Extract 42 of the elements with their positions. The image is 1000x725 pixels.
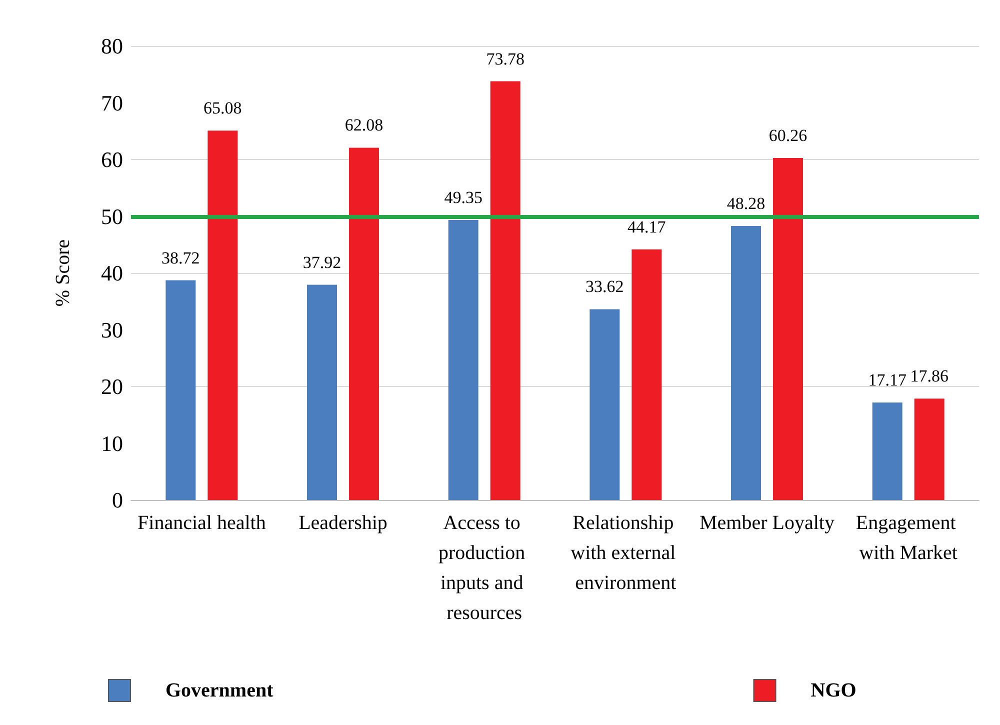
data-label: 65.08: [204, 98, 242, 118]
bar: [731, 226, 761, 500]
y-tick-label: 60: [101, 147, 123, 172]
data-label: 62.08: [344, 116, 384, 135]
data-label: 48.28: [726, 194, 766, 214]
x-tick-label: Member Loyalty: [700, 512, 834, 534]
y-tick-label: 30: [101, 317, 123, 342]
bar: [872, 402, 902, 500]
bar: [490, 81, 520, 500]
y-tick-label: 20: [101, 374, 123, 399]
y-tick-label: 10: [101, 430, 123, 456]
bar: [448, 220, 478, 500]
data-label: 60.26: [768, 126, 808, 146]
bar: [773, 158, 803, 500]
data-label: 73.78: [486, 49, 524, 68]
legend-label: NGO: [810, 680, 856, 702]
data-label: 33.62: [586, 277, 624, 296]
x-tick-label: Access to production inputs and resources: [438, 512, 530, 624]
bar: [166, 280, 196, 500]
data-label: 17.17: [868, 370, 907, 390]
bar: [914, 398, 944, 500]
y-tick-label: 80: [101, 34, 123, 58]
bar: [632, 249, 662, 500]
legend-label: Government: [166, 680, 274, 702]
data-label: 49.35: [444, 188, 482, 207]
x-tick-label: Financial health: [138, 512, 266, 534]
data-label: 37.92: [302, 252, 342, 272]
data-label: 44.17: [628, 217, 666, 236]
bar: [208, 130, 238, 500]
bar: [349, 148, 379, 500]
x-tick-label: Relationship with external environment: [570, 512, 681, 594]
x-tick-label: Engagement with Market: [856, 512, 961, 564]
y-tick-label: 0: [112, 488, 123, 512]
data-label: 38.72: [162, 248, 200, 268]
y-tick-label: 70: [101, 90, 123, 116]
bar: [307, 284, 337, 500]
y-tick-label: 40: [101, 260, 123, 286]
y-tick-label: 50: [101, 204, 123, 229]
bar: [590, 309, 620, 500]
data-label: 17.86: [910, 366, 948, 386]
y-axis-title: % Score: [52, 239, 74, 307]
x-tick-label: Leadership: [298, 512, 388, 534]
